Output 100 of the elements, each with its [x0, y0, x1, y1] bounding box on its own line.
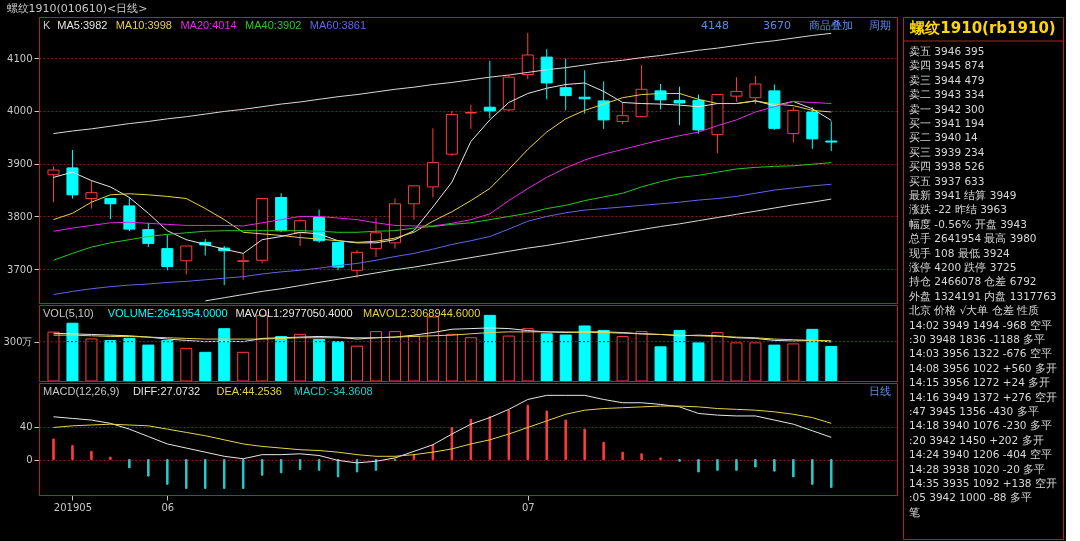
bar — [237, 351, 250, 381]
candlestick — [597, 80, 610, 130]
text: 买一 3941 194 — [909, 117, 985, 129]
line-series — [52, 183, 832, 296]
text: 买三 3939 234 — [909, 145, 985, 158]
text: 日线 — [869, 385, 891, 398]
text: DIFF:27.0732 — [132, 385, 201, 397]
legend-title: MACD(12,26,9) — [43, 385, 120, 397]
candlestick — [47, 165, 60, 203]
bar — [161, 340, 174, 381]
text: 最新 3941 结算 3949 — [909, 189, 1017, 201]
bar — [426, 316, 439, 381]
y-tick-label: 0 — [26, 454, 33, 466]
text: 买四 3938 526 — [909, 160, 985, 173]
bar — [806, 328, 819, 381]
text: 笔 — [909, 505, 920, 518]
bar — [313, 338, 326, 381]
text: :30 3948 1836 -1188 多平 — [909, 333, 1046, 345]
text: 14:18 3940 1076 -230 多平 — [909, 419, 1052, 432]
y-tick-label: 4100 — [7, 52, 33, 64]
bar — [123, 337, 136, 381]
bar — [654, 346, 667, 381]
bar — [66, 322, 79, 381]
line-series — [52, 32, 832, 135]
y-tick-label: 4000 — [7, 105, 33, 117]
annotation: 3670 — [763, 19, 791, 32]
text: 买二 3940 14 — [909, 131, 979, 144]
candlestick — [654, 83, 667, 110]
text: MACD:-34.3608 — [293, 385, 373, 397]
series-label: MAVOL1:2977050.4000 — [235, 307, 353, 319]
x-tick-label: 201905 — [53, 501, 93, 513]
bar — [388, 331, 401, 381]
text: :20 3942 1450 +202 多开 — [909, 433, 1044, 446]
text: 14:24 3940 1206 -404 空平 — [909, 448, 1052, 461]
bar — [616, 336, 629, 381]
bar — [332, 341, 345, 381]
y-tick-label: 40 — [19, 421, 33, 433]
bar — [445, 333, 458, 381]
x-tick-label: 07 — [521, 501, 535, 513]
annotation: 商品叠加 — [809, 19, 853, 32]
text: MA60:3861 — [309, 19, 367, 31]
text: 外盘 1324191 内盘 1317763 — [909, 289, 1057, 302]
candlestick — [483, 60, 496, 119]
series-label: VOLUME:2641954.0000 — [107, 307, 228, 319]
y-tick-label: 3700 — [7, 263, 33, 275]
candlestick — [616, 101, 629, 125]
chart-title: 螺纹1910(010610)<日线> — [6, 2, 148, 15]
text: MA20:4014 — [180, 19, 237, 31]
x-tick-label: 06 — [161, 501, 175, 513]
y-tick-label: 3900 — [7, 158, 33, 170]
bar — [199, 351, 212, 381]
candlestick — [673, 86, 686, 126]
bar — [142, 344, 155, 381]
text: MA10:3998 — [115, 19, 172, 31]
candlestick — [730, 76, 743, 103]
bar — [351, 345, 364, 381]
text: 14:28 3938 1020 -20 多平 — [909, 462, 1046, 475]
bar — [464, 337, 477, 381]
bar — [768, 344, 781, 381]
text: 卖一 3942 300 — [909, 102, 985, 115]
text: MA40:3902 — [245, 19, 302, 31]
y-tick-label: 300万 — [3, 336, 33, 348]
bar — [218, 328, 231, 381]
series-label: MAVOL2:3068944.6000 — [363, 307, 481, 319]
text: 卖三 3944 479 — [909, 73, 985, 86]
text: :47 3945 1356 -430 多平 — [909, 405, 1039, 417]
bar — [483, 314, 496, 381]
text: 14:03 3956 1322 -676 空平 — [909, 347, 1052, 360]
text: 涨跌 -22 昨结 3963 — [909, 203, 1007, 216]
bar — [692, 342, 705, 381]
bar — [749, 342, 762, 381]
bar — [47, 331, 60, 381]
text: 周期 — [869, 19, 891, 32]
candlestick — [123, 196, 136, 232]
text: 14:02 3949 1494 -968 空平 — [909, 318, 1052, 331]
line-series — [204, 198, 832, 302]
candlestick — [407, 185, 420, 221]
text: 卖二 3943 334 — [909, 88, 985, 101]
text: DEA:44.2536 — [216, 385, 282, 397]
bar — [597, 329, 610, 381]
text: 现手 108 最低 3924 — [909, 246, 1011, 259]
line-series — [52, 162, 832, 261]
candlestick — [749, 75, 762, 105]
bar — [369, 331, 382, 381]
bar — [180, 347, 193, 381]
bar — [294, 333, 307, 381]
legend-title: K — [43, 19, 51, 31]
candlestick — [237, 253, 250, 281]
bar — [502, 335, 515, 381]
candlestick — [559, 58, 572, 111]
bar — [787, 343, 800, 381]
bar — [104, 340, 117, 381]
text: 14:16 3949 1372 +276 空开 — [909, 390, 1057, 403]
candlestick — [180, 245, 193, 276]
candlestick — [521, 32, 534, 80]
text: 卖五 3946 395 — [909, 45, 985, 57]
bar — [635, 331, 648, 381]
bar — [730, 342, 743, 381]
candlestick — [85, 180, 98, 210]
text: 卖四 3945 874 — [909, 59, 985, 72]
